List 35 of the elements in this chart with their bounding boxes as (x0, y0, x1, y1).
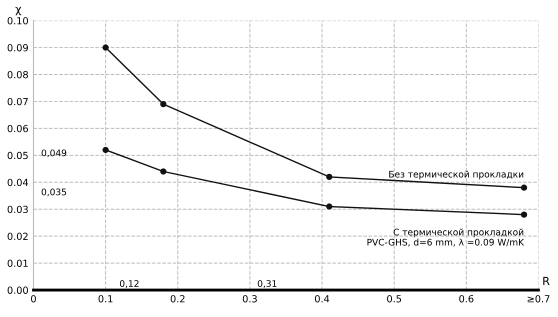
annotation: 0,049 (42, 149, 66, 158)
x-axis-title: R (543, 276, 550, 286)
point (520, 211, 528, 218)
y-tick-label: 0.03 (8, 206, 28, 214)
x-tick-label: 0 (31, 295, 36, 302)
x-tick-label: 0.5 (387, 295, 402, 302)
x-tick-label: ≥0.7 (528, 295, 550, 302)
annotation: 0,12 (120, 280, 139, 288)
point (326, 174, 332, 180)
x-tick-label: 0.4 (314, 295, 330, 302)
point (102, 146, 109, 154)
y-tick-label: 0.02 (8, 232, 28, 240)
y-tick-label: 0.01 (8, 260, 28, 267)
y-tick-label: 0.09 (8, 44, 28, 52)
y-tick-label: 0.07 (8, 98, 28, 106)
x-tick-label: 0.3 (242, 295, 257, 302)
point (160, 168, 166, 175)
x-tick-label: 0.1 (98, 295, 112, 302)
y-tick-label: 0.05 (8, 152, 28, 160)
annotation: 0,31 (258, 280, 276, 288)
annotation: 0,035 (42, 188, 66, 196)
y-tick-label: 0.08 (8, 70, 28, 78)
y-tick-label: 0.06 (8, 124, 28, 132)
point (520, 184, 528, 191)
y-tick-label: 0.10 (8, 17, 28, 24)
x-tick-label: 0.2 (170, 295, 185, 302)
y-axis-title: χ (15, 6, 22, 16)
series-label: С термической прокладкой PVC-GHS, d=6 mm, λ =0.09 W/mK (368, 228, 524, 247)
y-tick-label: 0.00 (8, 286, 28, 294)
point (326, 203, 332, 210)
point (160, 101, 166, 108)
point (102, 44, 109, 51)
y-tick-label: 0.04 (8, 178, 28, 186)
x-tick-label: 0.6 (459, 295, 474, 302)
series-label: Без термической прокладки (389, 170, 524, 180)
